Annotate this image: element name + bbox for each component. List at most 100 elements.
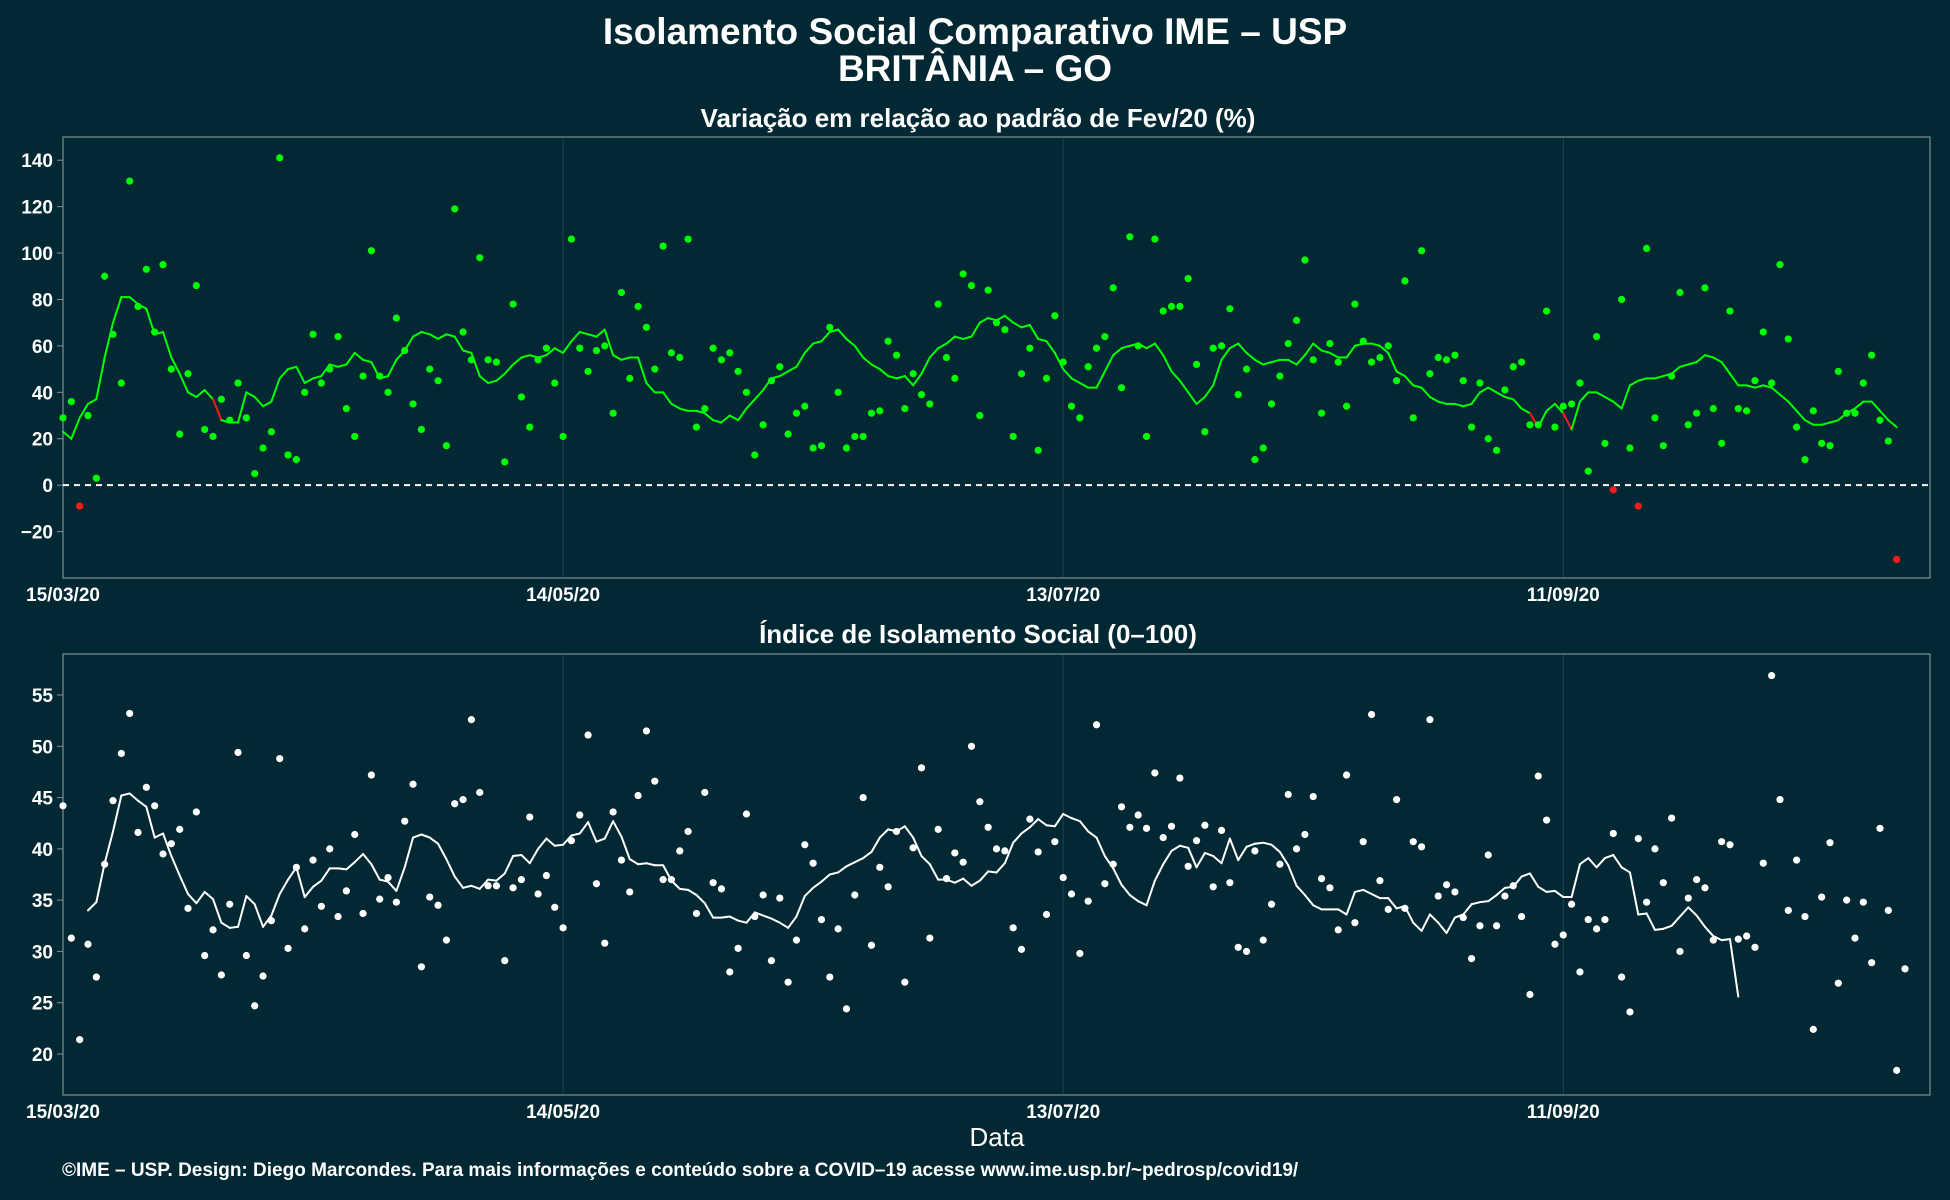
variation-moving-average-segment <box>1395 370 1406 378</box>
variation-moving-average-segment <box>745 398 756 410</box>
isolation-index-data-point <box>1651 845 1659 853</box>
variation-data-point <box>1801 456 1809 464</box>
variation-moving-average-segment <box>78 402 89 419</box>
isolation-index-data-point <box>1351 919 1359 927</box>
variation-moving-average-segment <box>795 351 806 368</box>
isolation-index-moving-average-segment <box>453 875 465 889</box>
isolation-index-data-point <box>1467 955 1476 963</box>
isolation-index-panel-title: Índice de Isolamento Social (0–100) <box>759 619 1197 649</box>
variation-data-point <box>1159 307 1167 315</box>
variation-moving-average-segment <box>437 333 448 340</box>
variation-data-point <box>817 442 826 450</box>
variation-data-point <box>1768 379 1776 387</box>
variation-data-point <box>1751 377 1759 385</box>
isolation-index-data-point <box>1868 959 1876 967</box>
variation-data-point <box>1342 402 1351 410</box>
isolation-index-data-point <box>1251 847 1259 855</box>
variation-moving-average-segment <box>595 328 606 338</box>
variation-data-point <box>642 323 651 331</box>
isolation-index-data-point <box>1476 922 1484 930</box>
variation-moving-average-segment <box>1212 358 1223 387</box>
isolation-index-moving-average-segment <box>987 870 998 874</box>
variation-moving-average-segment <box>428 333 440 340</box>
isolation-index-moving-average-segment <box>520 854 531 865</box>
isolation-index-data-point <box>151 802 159 810</box>
variation-moving-average-segment <box>1495 391 1506 398</box>
variation-moving-average-segment <box>1195 395 1206 405</box>
variation-moving-average-segment <box>645 382 656 394</box>
variation-moving-average-segment <box>512 356 523 366</box>
isolation-index-data-point <box>359 909 367 918</box>
isolation-index-data-point <box>684 827 692 836</box>
variation-moving-average-segment <box>1095 370 1106 389</box>
variation-moving-average-segment <box>1112 347 1123 357</box>
variation-data-point <box>1409 414 1417 422</box>
isolation-index-data-point <box>401 817 409 825</box>
isolation-index-data-point <box>1034 848 1042 856</box>
isolation-index-moving-average-segment <box>928 863 940 881</box>
variation-moving-average-segment <box>1428 395 1440 403</box>
isolation-index-data-point <box>934 825 942 833</box>
isolation-index-moving-average-segment <box>1587 857 1598 869</box>
isolation-index-moving-average-segment <box>628 858 640 866</box>
variation-moving-average-segment <box>1620 384 1631 410</box>
variation-moving-average-segment <box>195 388 206 398</box>
variation-data-point <box>484 356 492 364</box>
isolation-index-data-point <box>609 808 617 816</box>
variation-moving-average-segment <box>1728 372 1740 387</box>
isolation-index-moving-average-segment <box>1212 855 1223 865</box>
isolation-index-y-tick-label: 50 <box>32 737 53 758</box>
isolation-index-data-point <box>976 798 984 806</box>
variation-moving-average-segment <box>1670 365 1681 375</box>
variation-moving-average-segment <box>1203 384 1215 398</box>
variation-data-point <box>1659 442 1667 450</box>
variation-data-point <box>1676 288 1684 297</box>
isolation-index-data-point <box>1676 947 1684 956</box>
isolation-index-data-point <box>1484 851 1492 859</box>
variation-data-point <box>151 328 159 336</box>
isolation-index-data-point <box>1759 859 1767 867</box>
isolation-index-data-point <box>1101 880 1109 888</box>
variation-moving-average-segment <box>587 333 598 338</box>
variation-data-point <box>309 330 317 338</box>
variation-data-point <box>201 425 209 434</box>
isolation-index-moving-average-segment <box>1028 818 1040 829</box>
variation-moving-average-segment <box>170 356 181 375</box>
isolation-index-moving-average-segment <box>970 879 981 887</box>
variation-data-point <box>1117 384 1126 392</box>
isolation-index-data-point <box>1126 823 1134 831</box>
isolation-index-moving-average-segment <box>1303 894 1315 907</box>
variation-moving-average-segment <box>853 344 865 359</box>
variation-data-point <box>1843 409 1851 417</box>
variation-data-point <box>1092 344 1101 352</box>
variation-data-point <box>1709 404 1717 413</box>
isolation-index-data-point <box>834 925 842 933</box>
isolation-index-data-point <box>217 971 225 979</box>
isolation-index-data-point <box>1851 934 1859 942</box>
variation-moving-average-segment <box>1028 324 1040 340</box>
isolation-index-data-point <box>1426 716 1434 724</box>
variation-data-point <box>67 398 75 406</box>
variation-data-point <box>842 444 851 452</box>
isolation-index-data-point <box>1334 926 1342 934</box>
variation-moving-average-segment <box>303 377 315 385</box>
isolation-index-data-point <box>1167 822 1176 830</box>
variation-moving-average-segment <box>487 379 498 385</box>
variation-moving-average-segment <box>1062 368 1073 380</box>
variation-moving-average-segment <box>828 328 840 333</box>
variation-data-point <box>992 319 1001 327</box>
isolation-index-moving-average-segment <box>737 919 748 924</box>
variation-moving-average-segment <box>345 351 356 366</box>
isolation-index-moving-average-segment <box>953 877 965 884</box>
variation-data-point <box>1184 274 1192 283</box>
isolation-index-data-point <box>459 796 467 804</box>
variation-data-point <box>1593 333 1601 341</box>
isolation-index-moving-average-segment <box>795 895 806 918</box>
isolation-index-moving-average-segment <box>1237 845 1248 862</box>
variation-moving-average-segment <box>1037 337 1048 343</box>
variation-data-point <box>1226 305 1234 313</box>
variation-data-point <box>917 391 926 399</box>
variation-data-point <box>1009 432 1017 441</box>
isolation-index-moving-average-segment <box>403 836 415 869</box>
